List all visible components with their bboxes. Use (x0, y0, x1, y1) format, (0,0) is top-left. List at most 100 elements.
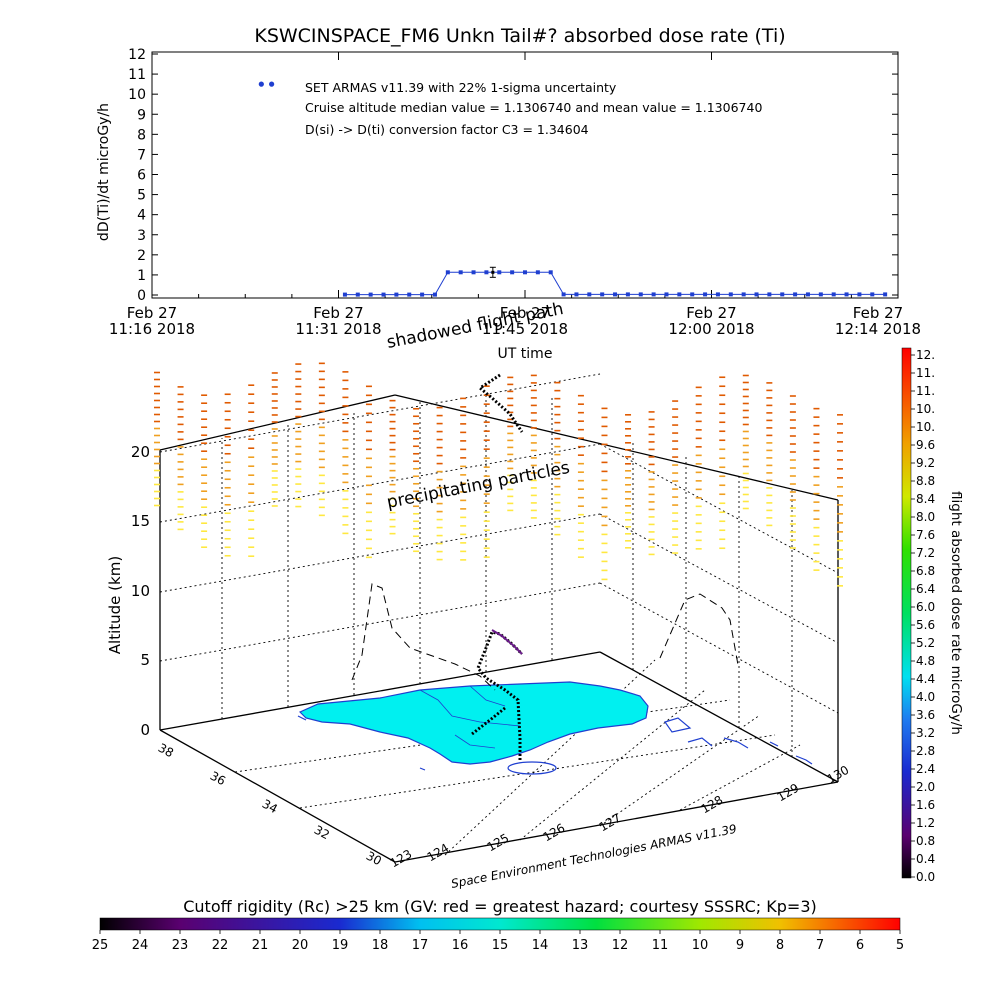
data-point (638, 292, 643, 297)
rigidity-tick-label: 15 (492, 938, 509, 953)
data-point (870, 292, 875, 297)
altitude-ticks: 0 5 10 15 20 (131, 443, 150, 739)
rigidity-tick-label: 23 (172, 938, 189, 953)
dose-tick-label: 6.4 (916, 582, 935, 596)
y-tick-label: 9 (137, 107, 146, 123)
data-point (523, 270, 527, 275)
y-tick-label: 1 (137, 268, 146, 284)
latitude-ticks: 30 32 34 36 38 (156, 741, 384, 869)
box-frame (159, 394, 839, 863)
data-point (883, 292, 888, 297)
y-tick-label: 6 (137, 168, 146, 184)
rigidity-tick-label: 10 (692, 938, 709, 953)
x-tick-date: Feb 27 (853, 304, 903, 322)
data-point (805, 292, 810, 297)
dose-rate-line (344, 271, 886, 296)
y-tick-label: 11 (128, 67, 146, 83)
latitude-tick-label: 30 (364, 849, 384, 869)
annotation-median: Cruise altitude median value = 1.1306740… (305, 100, 762, 115)
dose-tick-label: 2.8 (916, 744, 935, 758)
data-point (574, 292, 579, 297)
y-tick-label: 4 (137, 208, 146, 224)
dose-tick-label: 6.8 (916, 564, 935, 578)
dose-tick-label: 9.2 (916, 456, 935, 470)
x-tick-time: 12:14 2018 (835, 320, 921, 338)
dose-tick-label: 11. (916, 366, 935, 380)
dose-tick-label: 2.0 (916, 780, 935, 794)
data-point (394, 292, 399, 297)
data-point (368, 292, 373, 297)
data-point (445, 270, 450, 275)
data-point (754, 292, 759, 297)
rigidity-tick-label: 5 (896, 938, 904, 953)
rigidity-tick-label: 7 (816, 938, 824, 953)
dose-tick-label: 12. (916, 348, 935, 362)
y-tick-label: 10 (128, 87, 146, 103)
x-tick-time: 11:31 2018 (295, 320, 381, 338)
data-point (497, 270, 502, 275)
dose-colorbar-label: flight absorbed dose rate microGy/h (948, 491, 964, 735)
rigidity-tick-label: 13 (572, 938, 589, 953)
y-tick-label: 12 (128, 47, 146, 63)
longitude-tick-label: 128 (699, 793, 726, 817)
data-point (780, 292, 785, 297)
x-tick-time: 11:16 2018 (109, 320, 195, 338)
dose-colorbar-gradient (901, 347, 912, 879)
data-point (535, 270, 540, 275)
dose-tick-label: 8.8 (916, 474, 935, 488)
dose-tick-label: 4.0 (916, 690, 935, 704)
dose-tick-label: 6.0 (916, 600, 935, 614)
data-point (664, 292, 669, 297)
precipitating-particles-label: precipitating particles (385, 458, 571, 513)
rigidity-tick-label: 19 (332, 938, 349, 953)
x-tick-date: Feb 27 (686, 304, 736, 322)
data-point (651, 292, 656, 297)
projected-altitude-left (351, 583, 496, 691)
longitude-tick-label: 124 (425, 841, 452, 865)
dose-tick-label: 9.6 (916, 438, 935, 452)
latitude-tick-label: 32 (312, 823, 332, 843)
data-point (407, 292, 412, 297)
rigidity-tick-label: 16 (452, 938, 469, 953)
altitude-tick-label: 5 (140, 651, 150, 669)
latitude-tick-label: 38 (156, 741, 176, 761)
rigidity-tick-label: 18 (372, 938, 389, 953)
outlier-point (269, 81, 275, 87)
error-bar-center (491, 270, 495, 274)
y-tick-label: 0 (137, 288, 146, 304)
island (507, 761, 557, 775)
dose-tick-label: 4.8 (916, 654, 935, 668)
data-point (793, 292, 798, 297)
data-point (767, 292, 772, 297)
rigidity-tick-label: 25 (92, 938, 109, 953)
data-point (625, 292, 630, 297)
box-grid (159, 373, 839, 856)
longitude-tick-label: 129 (775, 781, 802, 805)
rigidity-tick-label: 11 (652, 938, 669, 953)
rigidity-tick-label: 22 (212, 938, 229, 953)
altitude-tick-label: 10 (131, 582, 150, 600)
dose-tick-label: 10. (916, 402, 935, 416)
dose-tick-label: 2.4 (916, 762, 935, 776)
rigidity-colorbar-label: Cutoff rigidity (Rc) >25 km (GV: red = g… (183, 897, 817, 916)
data-point (818, 292, 823, 297)
longitude-tick-label: 125 (485, 831, 512, 855)
data-point (484, 270, 489, 275)
dose-tick-label: 3.2 (916, 726, 935, 740)
dose-colorbar-ticks: 12. 11. 11. 10. 10. 9.6 9.2 8.8 8.4 8.0 7.6 7.2 6.8 6… (911, 348, 935, 884)
flight-segment-highlight (491, 629, 523, 655)
dose-tick-label: 0.0 (916, 870, 935, 884)
data-point (600, 292, 605, 297)
data-point (728, 292, 733, 297)
dose-rate-series (258, 81, 888, 297)
dose-tick-label: 7.2 (916, 546, 935, 560)
longitude-tick-label: 126 (541, 821, 568, 845)
data-point (420, 292, 425, 297)
data-point (715, 292, 720, 297)
x-tick-date: Feb 27 (313, 304, 363, 322)
altitude-tick-label: 0 (140, 721, 150, 739)
y-axis-label: dD(Ti)/dt microGy/h (96, 103, 112, 241)
